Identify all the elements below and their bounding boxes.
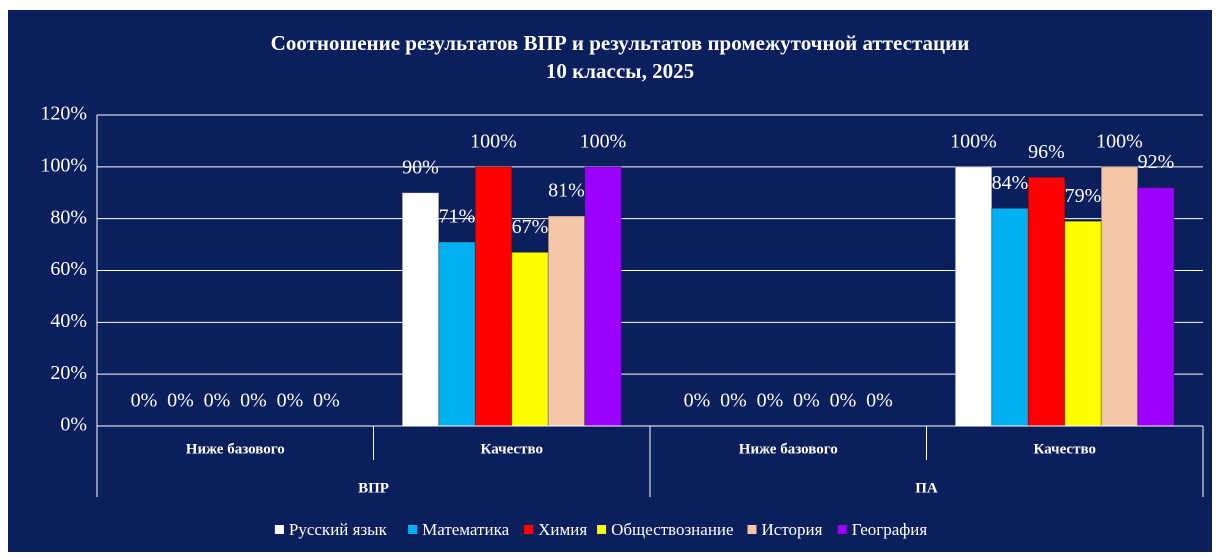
legend-marker bbox=[274, 525, 284, 534]
data-label: 0% bbox=[720, 390, 747, 412]
bar bbox=[991, 207, 1029, 427]
data-label: 67% bbox=[512, 216, 549, 238]
data-label: 79% bbox=[1065, 185, 1102, 207]
y-tick-label: 0% bbox=[60, 414, 87, 436]
bar bbox=[1137, 187, 1175, 427]
bar bbox=[547, 215, 586, 427]
bar bbox=[401, 192, 440, 427]
data-label: 100% bbox=[1096, 130, 1143, 152]
bar bbox=[1100, 166, 1139, 427]
data-label: 100% bbox=[470, 130, 517, 152]
data-label: 100% bbox=[950, 130, 997, 152]
bar bbox=[474, 166, 513, 427]
group-label: ВПР bbox=[358, 480, 389, 496]
chart-title: Соотношение результатов ВПР и результато… bbox=[271, 31, 970, 55]
legend-label: География bbox=[852, 520, 928, 539]
data-label: 90% bbox=[402, 156, 439, 178]
x-tick-label: Ниже базового bbox=[739, 441, 838, 457]
data-label: 0% bbox=[684, 390, 711, 412]
data-label: 0% bbox=[131, 390, 158, 412]
data-label: 100% bbox=[580, 130, 627, 152]
legend-label: Химия bbox=[538, 520, 587, 539]
data-label: 0% bbox=[757, 390, 784, 412]
bar bbox=[438, 241, 476, 427]
data-label: 71% bbox=[439, 206, 476, 228]
legend-label: Математика bbox=[422, 520, 509, 539]
data-label: 0% bbox=[313, 390, 340, 412]
group-label: ПА bbox=[915, 480, 938, 496]
data-label: 84% bbox=[992, 172, 1029, 194]
data-label: 96% bbox=[1028, 141, 1065, 163]
y-tick-label: 100% bbox=[40, 154, 87, 176]
y-tick-label: 20% bbox=[50, 362, 87, 384]
data-label: 0% bbox=[830, 390, 857, 412]
chart-subtitle: 10 классы, 2025 bbox=[546, 59, 694, 83]
legend-label: Русский язык bbox=[289, 520, 388, 539]
bar bbox=[584, 166, 622, 427]
data-label: 0% bbox=[167, 390, 194, 412]
y-tick-label: 120% bbox=[40, 103, 87, 125]
x-tick-label: Качество bbox=[481, 441, 543, 457]
legend-marker bbox=[408, 525, 418, 534]
data-label: 0% bbox=[793, 390, 820, 412]
bar bbox=[1064, 220, 1102, 427]
legend-label: История bbox=[762, 520, 823, 539]
x-tick-label: Ниже базового bbox=[186, 441, 285, 457]
legend-marker bbox=[597, 525, 607, 534]
data-label: 81% bbox=[548, 180, 585, 202]
data-label: 0% bbox=[277, 390, 304, 412]
y-tick-label: 80% bbox=[50, 206, 87, 228]
x-tick-label: Качество bbox=[1034, 441, 1096, 457]
data-label: 0% bbox=[240, 390, 267, 412]
y-tick-label: 40% bbox=[50, 310, 87, 332]
legend-marker bbox=[524, 525, 534, 534]
y-tick-label: 60% bbox=[50, 258, 87, 280]
bar bbox=[511, 251, 549, 427]
bar bbox=[1027, 176, 1066, 427]
legend-marker bbox=[837, 525, 847, 534]
data-label: 0% bbox=[866, 390, 893, 412]
legend-label: Обществознание bbox=[611, 520, 733, 539]
legend-marker bbox=[747, 525, 757, 534]
data-label: 0% bbox=[204, 390, 231, 412]
bar bbox=[954, 166, 993, 427]
data-label: 92% bbox=[1138, 151, 1175, 173]
